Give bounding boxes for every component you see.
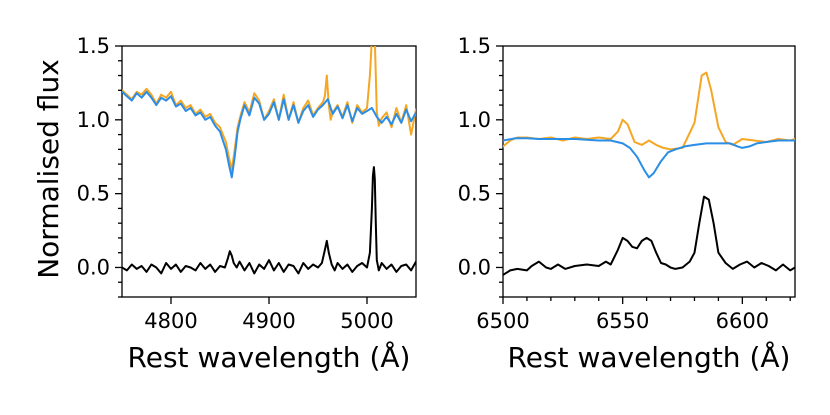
right-panel: 0.0 0.5 1.0 1.5 6500 6550 6600 Rest wavelength…	[458, 34, 796, 374]
y-axis-label: Normalised flux	[32, 59, 65, 279]
right-series-observed	[503, 71, 795, 151]
left-series-observed	[122, 46, 416, 171]
right-ytick-label: 1.5	[458, 34, 491, 58]
right-xtick-label: 6500	[476, 309, 529, 333]
right-panel-frame	[502, 45, 796, 298]
right-xtick-label: 6600	[716, 309, 769, 333]
left-series-residual	[122, 166, 416, 275]
left-ytick-label: 0.0	[77, 255, 110, 279]
left-ticks-group: 0.0 0.5 1.0 1.5 4800 4900 5000	[77, 34, 394, 333]
right-x-axis-label: Rest wavelength (Å)	[508, 340, 791, 374]
right-ytick-label: 0.0	[458, 255, 491, 279]
right-series-model	[503, 137, 795, 179]
left-series-model	[122, 90, 416, 179]
left-series-group	[122, 46, 416, 275]
left-ytick-label: 0.5	[77, 182, 110, 206]
left-xtick-label: 4900	[242, 309, 295, 333]
right-ticks-group: 0.0 0.5 1.0 1.5 6500 6550 6600	[458, 34, 791, 333]
left-ytick-label: 1.0	[77, 108, 110, 132]
left-xtick-label: 5000	[340, 309, 393, 333]
left-xtick-label: 4800	[144, 309, 197, 333]
left-panel: 0.0 0.5 1.0 1.5 4800 4900 5000 Rest wavelength…	[77, 34, 417, 374]
left-ytick-label: 1.5	[77, 34, 110, 58]
right-series-group	[503, 71, 795, 276]
left-x-axis-label: Rest wavelength (Å)	[128, 340, 411, 374]
right-ytick-label: 0.5	[458, 182, 491, 206]
right-ytick-label: 1.0	[458, 108, 491, 132]
right-series-residual	[503, 195, 795, 276]
right-xtick-label: 6550	[596, 309, 649, 333]
